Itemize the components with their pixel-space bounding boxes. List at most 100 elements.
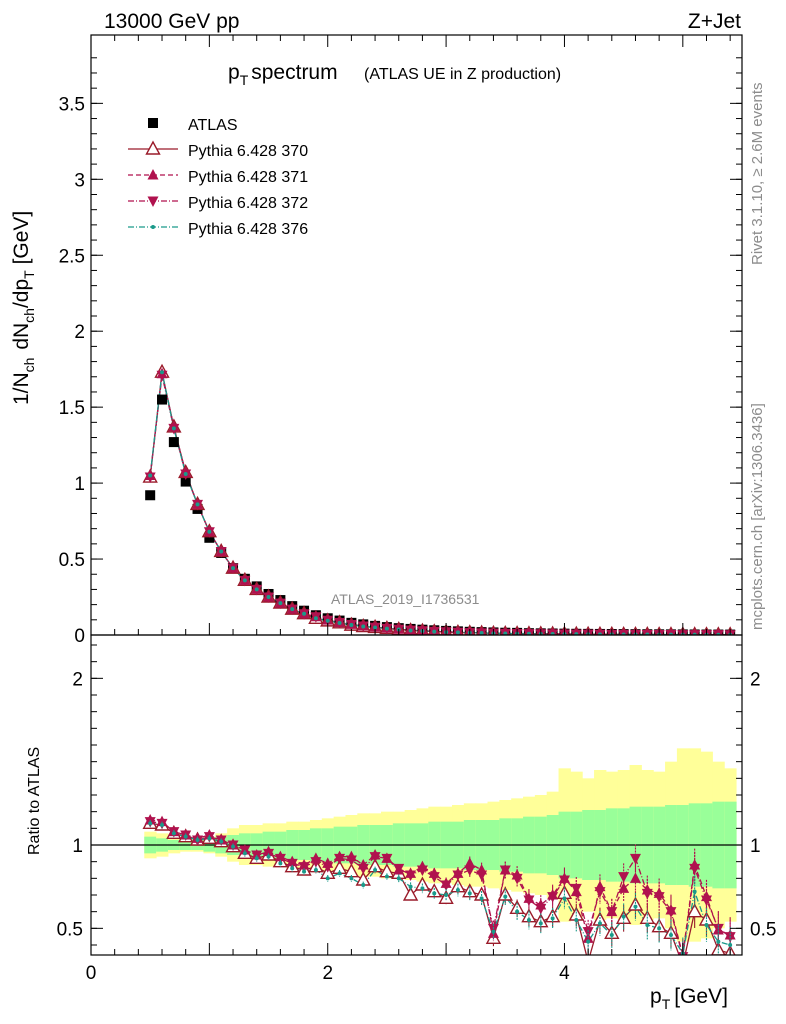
ratio-point-376	[657, 926, 662, 931]
legend-marker	[151, 225, 155, 229]
energy-label: 13000 GeV pp	[104, 10, 239, 33]
ratio-point-376	[550, 916, 555, 921]
ratio-point-372	[274, 853, 286, 865]
ratio-point-372	[334, 853, 346, 865]
atlas-data-point	[168, 437, 179, 448]
ratio-point-376	[597, 921, 602, 926]
mc-point-376	[325, 618, 330, 623]
ratio-point-372	[464, 865, 476, 876]
main-y-tick-label: 3	[74, 170, 85, 191]
ratio-point-376	[503, 894, 508, 899]
ratio-point-372	[452, 870, 464, 881]
ratio-point-376	[420, 886, 425, 891]
ratio-point-376	[219, 839, 224, 844]
mc-point-376	[574, 632, 579, 635]
ratio-point-372	[700, 895, 712, 906]
ratio-y-tick-label-right: 0.5	[750, 919, 776, 940]
ratio-point-376	[325, 876, 330, 881]
mc-point-376	[550, 631, 555, 635]
mc-point-376	[503, 631, 508, 635]
ratio-point-376	[586, 939, 591, 944]
ratio-point-376	[455, 888, 460, 892]
ratio-point-376	[716, 939, 721, 944]
mc-point-376	[645, 632, 650, 635]
ratio-point-376	[562, 896, 567, 901]
mc-point-376	[148, 473, 153, 478]
ratio-point-371	[629, 872, 641, 883]
ratio-point-372	[535, 903, 547, 915]
mc-point-376	[278, 601, 283, 606]
ratio-point-372	[511, 873, 523, 885]
ratio-point-370	[402, 886, 419, 901]
ratio-point-372	[345, 855, 357, 866]
ratio-point-376	[290, 866, 295, 871]
main-y-tick-label: 2	[74, 322, 85, 343]
legend-entry: Pythia 6.428 376	[128, 221, 308, 238]
atlas-data-point	[157, 394, 168, 405]
ratio-point-376	[574, 918, 579, 922]
mc-point-372	[156, 370, 168, 382]
mc-point-376	[160, 370, 165, 375]
legend-label: Pythia 6.428 371	[188, 169, 308, 186]
ratio-point-372	[653, 892, 665, 903]
legend-marker	[147, 196, 159, 207]
analysis-watermark: ATLAS_2019_I1736531	[331, 591, 480, 607]
main-y-tick-label: 1.5	[59, 398, 85, 419]
ratio-point-372	[476, 870, 488, 881]
legend-atlas-marker	[148, 118, 158, 128]
atlas-data-point	[204, 532, 215, 543]
mc-point-372	[144, 472, 156, 484]
mc-point-376	[597, 632, 602, 635]
ratio-point-372	[298, 862, 310, 873]
main-y-tick-label: 0.5	[59, 550, 85, 571]
ratio-point-376	[302, 869, 307, 874]
ratio-point-376	[668, 933, 673, 937]
mc-point-376	[313, 616, 318, 621]
mc-point-376	[373, 625, 378, 630]
x-tick-label: 4	[559, 963, 570, 984]
process-label: Z+Jet	[688, 10, 741, 33]
ratio-point-372	[428, 872, 440, 883]
ratio-point-376	[609, 933, 614, 937]
atlas-data-point	[180, 476, 191, 487]
ratio-point-376	[645, 923, 650, 927]
mc-point-376	[266, 595, 271, 600]
ratio-point-376	[432, 891, 437, 896]
ratio-point-372	[440, 880, 452, 891]
ratio-point-372	[381, 853, 393, 865]
mc-point-376	[207, 529, 212, 534]
ratio-point-376	[621, 914, 626, 919]
mc-point-376	[302, 611, 307, 616]
mc-point-372	[689, 630, 701, 635]
ratio-point-376	[254, 856, 259, 861]
main-y-tick-label: 3.5	[59, 94, 85, 115]
ratio-point-376	[160, 823, 165, 827]
ratio-point-376	[728, 943, 733, 947]
ratio-point-376	[148, 821, 153, 826]
mc-point-376	[290, 607, 295, 612]
main-y-tick-label: 1	[74, 474, 85, 495]
ratio-y-tick-label: 0.5	[57, 919, 83, 940]
ratio-point-372	[499, 865, 511, 876]
ratio-point-376	[349, 876, 354, 881]
x-axis-label: pT [GeV]	[650, 985, 728, 1012]
legend-entry: Pythia 6.428 371	[128, 169, 308, 186]
rivet-version-label: Rivet 3.1.10, ≥ 2.6M events	[749, 83, 766, 266]
ratio-point-376	[266, 854, 271, 859]
ratio-point-376	[692, 889, 697, 894]
ratio-point-372	[689, 863, 701, 875]
mc-point-376	[195, 502, 200, 507]
mc-point-372	[641, 629, 653, 635]
title-p: p	[228, 61, 240, 84]
ratio-point-372	[629, 853, 641, 865]
ratio-point-376	[491, 929, 496, 934]
mc-point-376	[254, 587, 259, 592]
legend-marker	[147, 169, 159, 180]
main-axes: 0 0.5 1 1.5 2 2.5 3 3.5	[59, 35, 742, 647]
ratio-y-tick-label-right: 2	[750, 669, 761, 690]
ratio-point-376	[207, 836, 212, 841]
x-tick-label: 0	[86, 963, 97, 984]
title-spectrum: spectrum	[251, 61, 337, 84]
ratio-point-376	[467, 891, 472, 896]
